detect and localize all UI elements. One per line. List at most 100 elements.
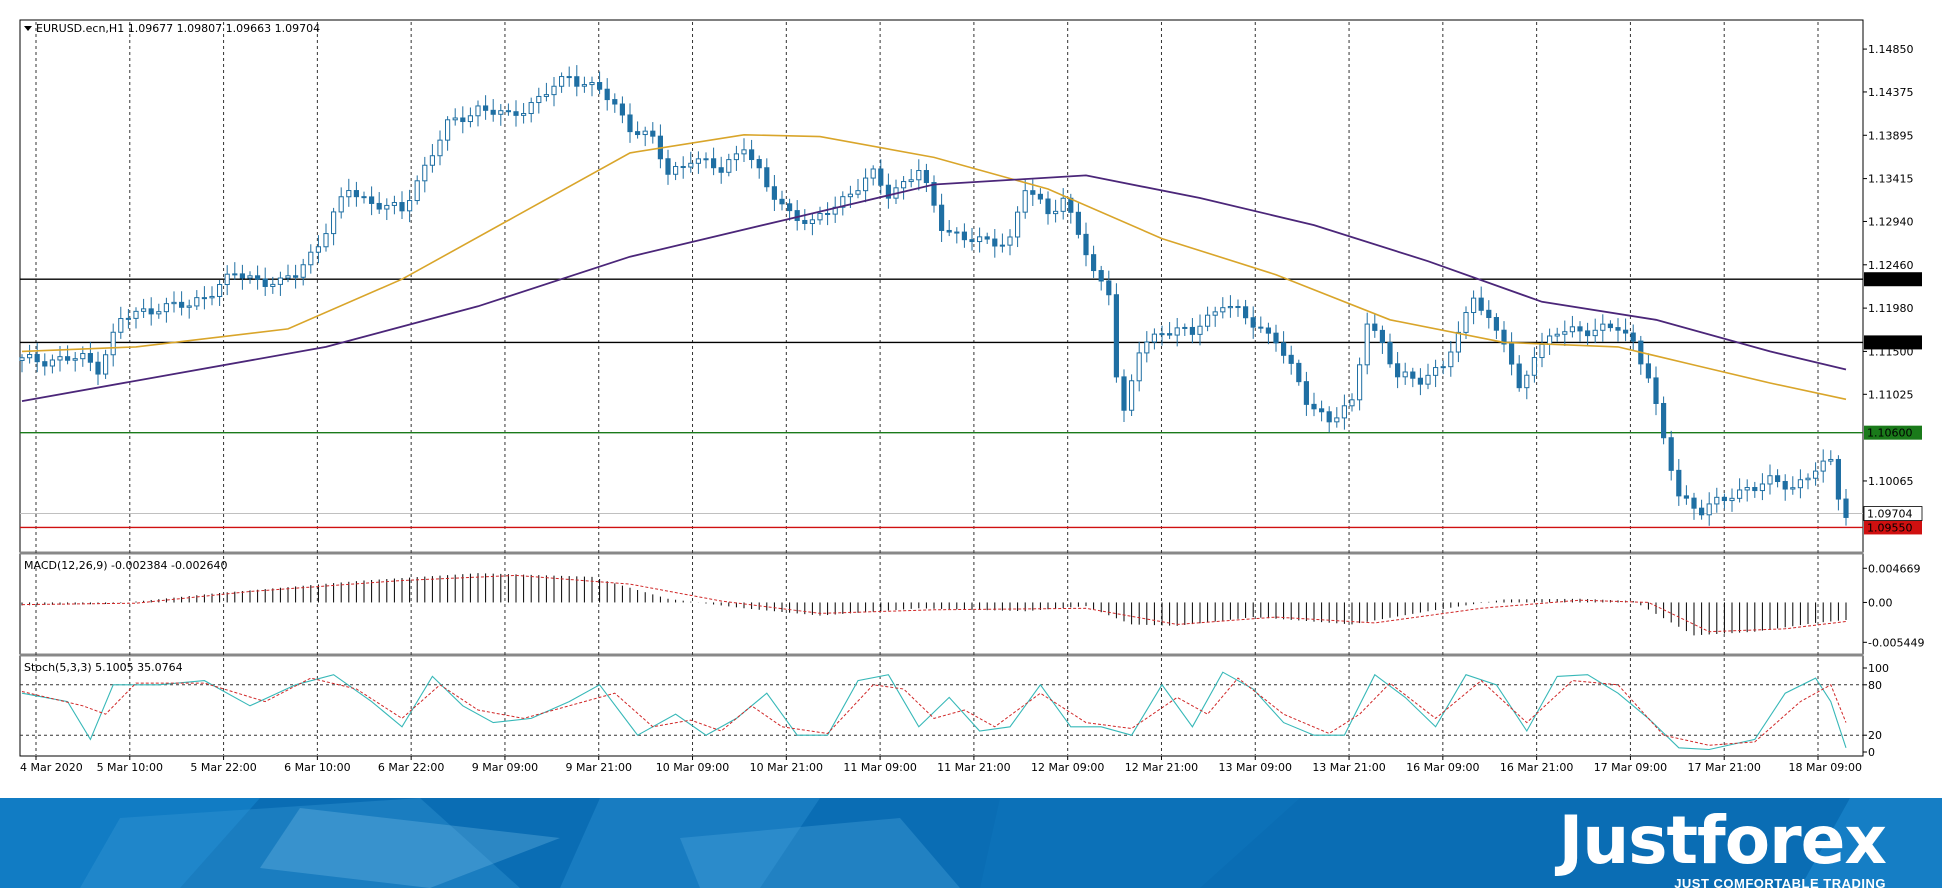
candle-body-down	[1516, 363, 1522, 389]
candle-body-up	[1349, 399, 1355, 407]
candle-body-up	[1022, 190, 1028, 213]
candle-body-down	[1676, 469, 1682, 497]
price-panel[interactable]	[19, 19, 1864, 553]
price-tick-label: 1.11980	[1868, 302, 1914, 315]
candle-body-up	[1600, 323, 1606, 331]
macd-tick-label: -0.005449	[1868, 636, 1924, 649]
time-tick-label: 4 Mar 2020	[20, 761, 83, 774]
candle-body-up	[186, 305, 192, 308]
candle-body-down	[361, 196, 367, 199]
candle-body-down	[1752, 487, 1758, 492]
candle-body-up	[1714, 496, 1720, 505]
candle-body-down	[825, 212, 831, 215]
candle-body-up	[1592, 329, 1598, 337]
candle-body-down	[1303, 381, 1309, 405]
candle-body-down	[1243, 306, 1249, 319]
candle-body-up	[338, 196, 344, 213]
brand-logo[interactable]: Justforex JUST COMFORTABLE TRADING	[1558, 802, 1887, 891]
candle-body-up	[1440, 366, 1446, 369]
candle-body-up	[133, 310, 139, 319]
candle-body-up	[999, 244, 1005, 247]
candle-body-up	[589, 82, 595, 86]
candle-body-up	[1053, 210, 1059, 215]
candle-body-up	[1828, 458, 1834, 462]
candle-body-down	[1607, 323, 1613, 329]
candle-body-down	[483, 105, 489, 111]
horizontal-levels[interactable]	[20, 278, 1863, 529]
candle-body-up	[1402, 371, 1408, 378]
time-tick-label: 5 Mar 22:00	[190, 761, 256, 774]
time-tick-label: 16 Mar 21:00	[1500, 761, 1573, 774]
candle-body-down	[1265, 327, 1271, 334]
stoch-panel[interactable]	[19, 655, 1864, 757]
level-label-box	[1864, 272, 1922, 287]
candle-body-down	[353, 190, 359, 198]
candle-body-up	[863, 177, 869, 192]
candle-body-up	[733, 153, 739, 161]
candle-body-down	[984, 236, 990, 240]
candle-body-down	[1311, 403, 1317, 410]
candle-body-down	[1691, 497, 1697, 509]
candle-body-up	[642, 130, 648, 136]
candle-body-down	[885, 184, 891, 199]
candle-body-up	[346, 190, 352, 198]
candle-body-down	[239, 273, 245, 279]
candle-body-up	[1463, 312, 1469, 333]
candle-body-up	[1471, 297, 1477, 314]
candle-body-up	[475, 105, 481, 117]
candle-body-down	[1668, 437, 1674, 471]
candle-body-down	[764, 167, 770, 188]
candle-body-up	[1334, 417, 1340, 423]
stoch-levels	[20, 684, 1863, 736]
candle-body-up	[726, 159, 732, 173]
candle-body-up	[1060, 197, 1066, 212]
candle-body-down	[42, 361, 48, 367]
candle-body-down	[255, 275, 261, 280]
candle-body-up	[391, 202, 397, 206]
candle-body-up	[171, 301, 177, 305]
candle-body-up	[422, 164, 428, 182]
candle-body-up	[840, 196, 846, 208]
candle-body-down	[1037, 193, 1043, 200]
candle-body-up	[901, 181, 907, 189]
candle-body-down	[1577, 326, 1583, 332]
time-tick-label: 12 Mar 09:00	[1031, 761, 1104, 774]
candle-body-down	[1417, 377, 1423, 385]
candle-body-up	[331, 211, 337, 235]
candle-body-up	[1220, 307, 1226, 313]
candle-body-down	[490, 109, 496, 115]
candle-body-down	[87, 353, 93, 363]
time-axis: 4 Mar 2020 5 Mar 10:00 5 Mar 22:00 6 Mar 10…	[20, 756, 1862, 774]
price-tick-label: 1.11025	[1868, 388, 1914, 401]
candle-body-down	[1091, 254, 1097, 272]
trading-chart[interactable]: 1.14850 1.14375 1.13895 1.13415 1.12940 1.124…	[0, 0, 1942, 798]
candle-body-up	[1364, 323, 1370, 366]
candle-body-up	[1448, 351, 1454, 368]
candle-body-up	[536, 95, 542, 104]
candle-body-up	[1820, 460, 1826, 472]
candle-body-up	[1729, 497, 1735, 502]
candle-body-up	[217, 284, 223, 297]
candle-body-up	[581, 84, 587, 87]
candle-body-up	[1797, 479, 1803, 489]
candle-body-down	[802, 219, 808, 224]
candle-body-up	[1341, 405, 1347, 419]
candle-body-up	[285, 275, 291, 279]
candle-body-down	[1121, 376, 1127, 411]
brand-name: Justforex	[1558, 802, 1887, 879]
candle-body-down	[566, 76, 572, 79]
candle-body-up	[817, 212, 823, 221]
candle-body-up	[1805, 477, 1811, 481]
level-label: 1.10600	[1867, 427, 1913, 440]
candle-body-up	[445, 119, 451, 141]
candle-body-up	[224, 273, 230, 286]
macd-title: MACD(12,26,9) -0.002384 -0.002640	[24, 559, 227, 572]
price-tick-label: 1.10065	[1868, 475, 1914, 488]
candle-body-down	[1319, 408, 1325, 413]
candle-body-down	[1387, 341, 1393, 365]
collapse-triangle-icon[interactable]	[24, 26, 32, 31]
candle-body-up	[1357, 364, 1363, 401]
level-label-box	[1864, 425, 1922, 440]
candle-body-down	[1645, 363, 1651, 379]
